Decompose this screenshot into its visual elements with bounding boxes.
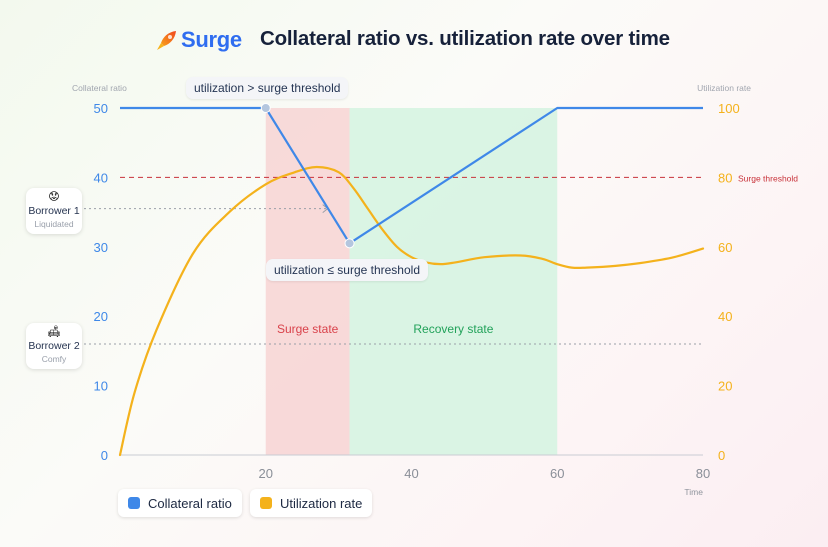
legend-label-utilization: Utilization rate bbox=[280, 495, 363, 511]
recovery-callout: utilization ≤ surge threshold bbox=[266, 259, 428, 281]
x-tick-label: 20 bbox=[259, 466, 273, 481]
borrower-card-1: 😟 Borrower 1 Liquidated bbox=[26, 188, 82, 234]
y-left-tick-label: 10 bbox=[94, 379, 108, 394]
borrower-status: Comfy bbox=[41, 354, 67, 364]
y-left-axis-title: Collateral ratio bbox=[72, 83, 127, 93]
borrower-name: Borrower 1 bbox=[28, 205, 80, 217]
y-left-tick-label: 40 bbox=[94, 170, 108, 185]
y-right-tick-label: 100 bbox=[718, 101, 740, 116]
y-right-tick-label: 60 bbox=[718, 240, 732, 255]
collateral-marker bbox=[260, 103, 271, 113]
y-right-tick-label: 20 bbox=[718, 379, 732, 394]
region-recovery bbox=[349, 108, 558, 455]
brand-name: Surge bbox=[181, 27, 242, 52]
legend-label-collateral: Collateral ratio bbox=[148, 495, 232, 511]
couch-icon: 🛋 bbox=[47, 326, 61, 338]
legend-swatch-collateral bbox=[128, 497, 140, 509]
x-tick-label: 60 bbox=[550, 466, 564, 481]
region-label: Recovery state bbox=[413, 322, 493, 336]
worried-face-icon: 😟 bbox=[48, 191, 60, 203]
y-right-tick-label: 0 bbox=[718, 448, 725, 463]
x-tick-label: 40 bbox=[404, 466, 418, 481]
region-surge bbox=[265, 108, 350, 455]
region-label: Surge state bbox=[277, 322, 339, 336]
y-right-axis-title: Utilization rate bbox=[697, 83, 751, 93]
y-right-tick-label: 80 bbox=[718, 170, 732, 185]
y-left-tick-label: 50 bbox=[94, 101, 108, 116]
rocket-icon bbox=[157, 31, 176, 50]
borrower-status: Liquidated bbox=[34, 219, 74, 229]
y-right-tick-label: 40 bbox=[718, 309, 732, 324]
y-left-tick-label: 0 bbox=[101, 448, 108, 463]
surge-callout: utilization > surge threshold bbox=[186, 77, 349, 99]
legend-item-collateral[interactable]: Collateral ratio bbox=[118, 489, 242, 517]
x-axis-title: Time bbox=[684, 487, 703, 497]
header: Surge Collateral ratio vs. utilization r… bbox=[0, 24, 828, 58]
y-left-tick-label: 30 bbox=[94, 240, 108, 255]
collateral-marker bbox=[344, 238, 355, 249]
utilization-line bbox=[118, 165, 705, 457]
y-left-tick-label: 20 bbox=[94, 309, 108, 324]
legend-item-utilization[interactable]: Utilization rate bbox=[250, 489, 373, 517]
legend-swatch-utilization bbox=[260, 497, 272, 509]
borrower-name: Borrower 2 bbox=[28, 340, 80, 352]
borrower-card-2: 🛋 Borrower 2 Comfy bbox=[26, 323, 82, 369]
x-tick-label: 80 bbox=[696, 466, 710, 481]
brand-logo: Surge bbox=[156, 27, 242, 53]
chart-title: Collateral ratio vs. utilization rate ov… bbox=[260, 27, 670, 50]
threshold-label: Surge threshold bbox=[738, 173, 798, 183]
